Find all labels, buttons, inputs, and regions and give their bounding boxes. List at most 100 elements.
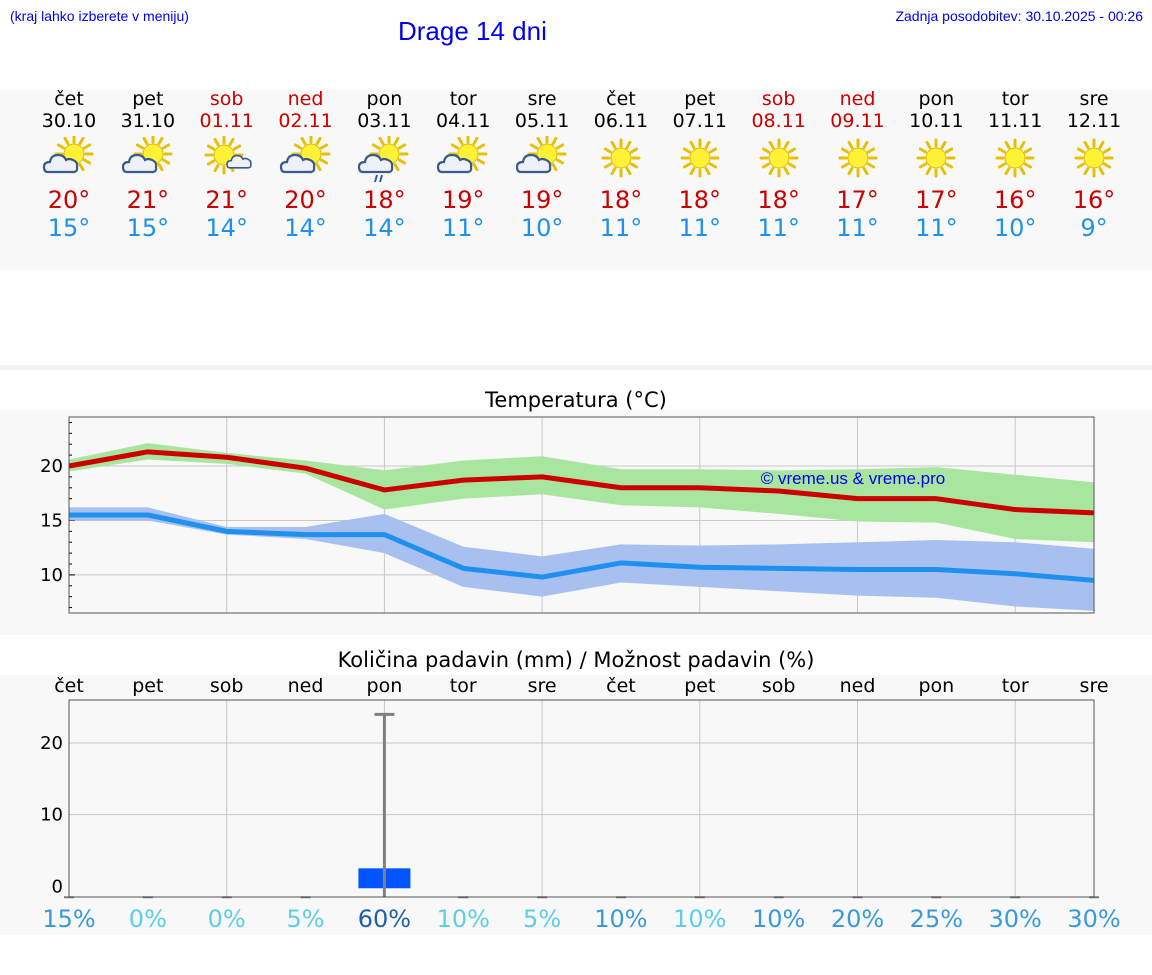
- day-min-temp: 15°: [126, 214, 170, 242]
- x-category-label: ned: [288, 675, 324, 697]
- x-category-label: tor: [1002, 675, 1029, 697]
- precipitation-probability: 0%: [129, 905, 167, 933]
- day-date: 01.11: [199, 110, 254, 132]
- day-weekday: sre: [1079, 88, 1109, 110]
- x-category-label: tor: [450, 675, 477, 697]
- x-category-label: pet: [684, 675, 715, 697]
- day-max-temp: 18°: [678, 186, 722, 214]
- day-weekday: čet: [606, 88, 636, 110]
- day-weekday: tor: [449, 88, 477, 110]
- y-tick-label: 10: [40, 805, 63, 826]
- page-title: Drage 14 dni: [398, 16, 547, 46]
- day-min-temp: 11°: [915, 214, 958, 242]
- precipitation-probability: 0%: [208, 905, 246, 933]
- day-weekday: sob: [209, 88, 244, 110]
- day-min-temp: 15°: [47, 214, 91, 242]
- day-min-temp: 9°: [1080, 214, 1108, 242]
- sun-shape: [838, 138, 877, 178]
- cloud-shape: [225, 154, 252, 169]
- day-weekday: pet: [132, 88, 164, 110]
- day-max-temp: 21°: [126, 186, 170, 214]
- cloud-shape: [279, 153, 315, 174]
- precipitation-probability: 10%: [437, 905, 490, 933]
- sun-cloud-icon: [515, 136, 567, 174]
- x-category-label: sob: [762, 675, 796, 697]
- day-date: 07.11: [672, 110, 727, 132]
- x-category-label: pon: [918, 675, 954, 697]
- daily-forecast-row: čet 30.10 20° 15° pet 31.10 21° 15° sob 01.11 21° 1…: [0, 88, 1152, 258]
- day-date: 11.11: [987, 110, 1043, 132]
- precipitation-probability: 10%: [673, 905, 726, 933]
- sun-shape: [995, 138, 1035, 178]
- sun-cloud-icon: [121, 136, 173, 174]
- max-temperature-line: [68, 449, 1095, 516]
- y-tick-label: 10: [40, 565, 63, 586]
- precipitation-probability: 20%: [831, 905, 884, 933]
- day-max-temp: 17°: [836, 186, 879, 214]
- day-column: pon 10.11 17° 11°: [886, 88, 986, 242]
- x-category-label: ned: [840, 675, 876, 697]
- sun-shape: [916, 138, 956, 178]
- day-weekday: tor: [1001, 88, 1029, 110]
- day-date: 05.11: [514, 110, 570, 132]
- y-tick-label: 0: [52, 876, 63, 897]
- x-category-label: čet: [54, 675, 84, 697]
- day-max-temp: 18°: [757, 186, 800, 214]
- day-weekday: pon: [366, 88, 403, 110]
- sun-cloud-icon: [42, 136, 94, 174]
- min-temperature-line: [69, 512, 1095, 583]
- day-date: 03.11: [357, 110, 412, 132]
- day-column: čet 06.11 18° 11°: [571, 88, 671, 242]
- day-date: 10.11: [909, 110, 964, 132]
- day-column: pet 07.11 18° 11°: [650, 88, 750, 242]
- precipitation-probability: 25%: [910, 905, 963, 933]
- cloud-shape: [515, 153, 552, 174]
- day-column: čet 30.10 20° 15°: [19, 88, 119, 242]
- precipitation-chart: 0 10 20 čet pet sob ned pon tor sre čet pet sob ned po…: [40, 675, 1121, 933]
- day-min-temp: 11°: [757, 214, 800, 242]
- day-min-temp: 11°: [678, 214, 722, 242]
- precipitation-probability: 10%: [594, 905, 647, 933]
- day-date: 06.11: [593, 110, 649, 132]
- precipitation-probability: 60%: [358, 905, 411, 933]
- day-max-temp: 20°: [284, 186, 327, 214]
- day-date: 30.10: [41, 110, 97, 132]
- day-max-temp: 16°: [1072, 186, 1116, 214]
- temperature-chart: 10 15 20 © vreme.us & vreme.pro: [40, 416, 1095, 614]
- day-max-temp: 19°: [520, 186, 564, 214]
- divider: [0, 365, 1152, 370]
- sun-shape: [601, 138, 641, 178]
- precipitation-probability: 10%: [752, 905, 805, 933]
- sun-icon: [916, 138, 956, 178]
- x-category-label: sre: [1080, 675, 1109, 697]
- day-max-temp: 18°: [599, 186, 643, 214]
- day-max-temp: 21°: [205, 186, 248, 214]
- sun-icon: [838, 138, 877, 178]
- day-min-temp: 11°: [441, 214, 485, 242]
- sun-icon: [995, 138, 1035, 178]
- sun-cloud-icon: [279, 136, 331, 174]
- day-min-temp: 11°: [836, 214, 879, 242]
- day-max-temp: 20°: [47, 186, 91, 214]
- day-column: pon 03.11 18° 14°: [334, 88, 434, 242]
- day-column: pet 31.10 21° 15°: [98, 88, 198, 242]
- rain-drops: [374, 174, 384, 183]
- precipitation-probability: 15%: [42, 905, 95, 933]
- plot-frame: [68, 699, 1095, 898]
- x-category-label: sre: [528, 675, 557, 697]
- precipitation-probability: 5%: [287, 905, 325, 933]
- day-min-temp: 10°: [993, 214, 1037, 242]
- location-hint: (kraj lahko izberete v meniju): [10, 8, 189, 24]
- sun-icon: [1074, 138, 1114, 178]
- day-max-temp: 17°: [915, 186, 958, 214]
- precipitation-probability: 5%: [523, 905, 561, 933]
- y-tick-label: 20: [40, 733, 63, 754]
- precipitation-chart-title: Količina padavin (mm) / Možnost padavin …: [337, 648, 815, 672]
- day-column: sob 08.11 18° 11°: [729, 88, 829, 242]
- sun-shape: [759, 138, 799, 178]
- day-column: ned 09.11 17° 11°: [808, 88, 908, 242]
- day-min-temp: 11°: [599, 214, 643, 242]
- sun-shape: [680, 138, 720, 178]
- watermark: © vreme.us & vreme.pro: [761, 469, 945, 488]
- day-max-temp: 18°: [363, 186, 406, 214]
